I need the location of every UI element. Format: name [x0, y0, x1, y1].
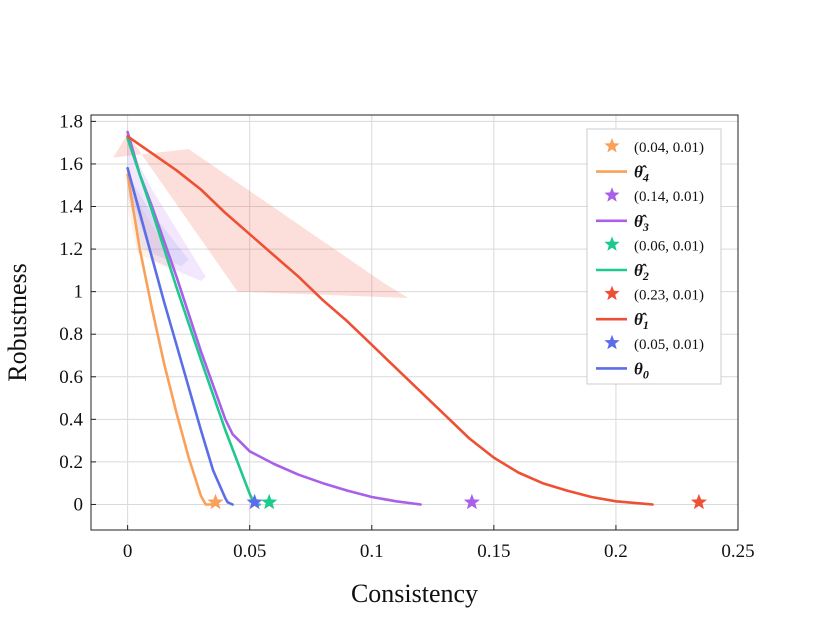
star-marker	[261, 493, 278, 510]
y-tick-label: 0.2	[59, 452, 83, 473]
series-line	[126, 130, 422, 506]
x-tick-label: 0.1	[360, 541, 384, 562]
y-tick-label: 1.8	[59, 111, 83, 132]
legend-star-icon	[604, 138, 620, 153]
y-tick-label: 1	[74, 282, 84, 303]
series-line	[126, 173, 215, 506]
y-axis-title: Robustness	[3, 263, 32, 381]
y-tick-label: 0.6	[59, 367, 83, 388]
star-marker	[463, 493, 480, 510]
y-tick-label: 1.6	[59, 154, 83, 175]
legend-series-subscript: 2	[642, 269, 649, 283]
legend-series-subscript: 0	[643, 367, 649, 381]
legend-series-subscript: 3	[642, 220, 649, 234]
axis-ticks: 0 0.05 0.1 0.15 0.2 0.25 0 0.2 0.4 0.6 0.8 1 1.2 1.4 1…	[59, 111, 754, 562]
x-tick-label: 0.2	[604, 541, 628, 562]
uncertainty-band	[127, 142, 206, 281]
legend-series-label: θ0	[634, 359, 649, 381]
legend-star-icon	[604, 334, 620, 350]
x-tick-label: 0.15	[477, 541, 510, 562]
uncertainty-band	[113, 134, 409, 298]
legend-star-icon	[604, 285, 620, 301]
y-tick-label: 0.4	[59, 409, 83, 430]
legend-series-subscript: 4	[642, 171, 649, 185]
y-tick-label: 1.4	[59, 197, 83, 218]
legend-series-subscript: 1	[643, 318, 649, 332]
legend-marker-label: (0.23, 0.01)	[634, 288, 704, 304]
x-tick-label: 0	[123, 541, 133, 562]
y-tick-label: 1.2	[59, 239, 83, 260]
series-line	[126, 135, 654, 506]
legend-marker-label: (0.06, 0.01)	[634, 238, 704, 254]
series-line	[126, 166, 234, 506]
star-marker	[207, 493, 224, 510]
x-axis-title: Consistency	[351, 579, 478, 608]
legend-marker-label: (0.04, 0.01)	[634, 140, 704, 156]
legend-marker-label: (0.05, 0.01)	[634, 337, 704, 353]
x-tick-label: 0.25	[721, 541, 754, 562]
legend-star-icon	[604, 236, 620, 251]
y-tick-label: 0	[74, 494, 84, 515]
star-markers	[207, 493, 707, 510]
star-marker	[690, 493, 707, 510]
uncertainty-band	[127, 174, 189, 267]
legend: (0.04, 0.01)θ̂4(0.14, 0.01)θ̂3(0.06, 0.0…	[586, 128, 722, 385]
y-tick-label: 0.8	[59, 324, 83, 345]
plot-frame	[90, 114, 739, 531]
star-marker	[246, 493, 263, 510]
legend-star-icon	[604, 187, 620, 202]
legend-marker-label: (0.14, 0.01)	[634, 189, 704, 205]
x-tick-label: 0.05	[233, 541, 266, 562]
legend-series-symbol: θ	[634, 359, 643, 378]
